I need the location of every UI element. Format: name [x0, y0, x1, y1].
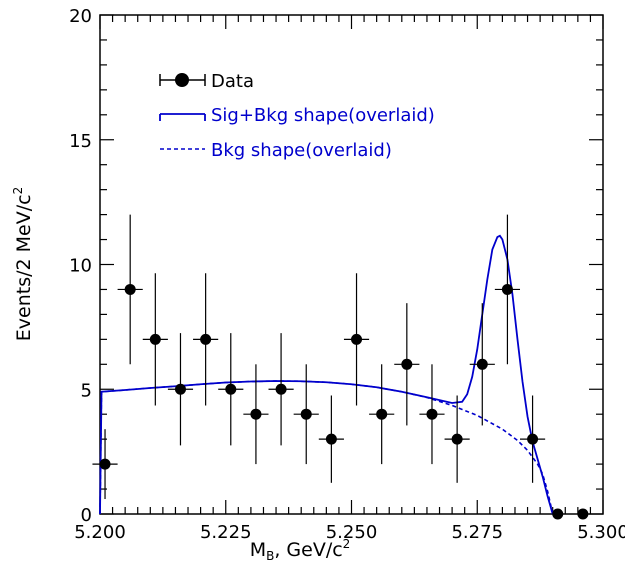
data-marker — [250, 408, 262, 420]
x-tick-label: 5.225 — [200, 522, 252, 543]
data-points — [92, 214, 589, 520]
y-tick-label: 15 — [69, 131, 92, 152]
y-axis-title: Events/2 MeV/c2 — [11, 187, 35, 341]
data-marker — [225, 383, 237, 395]
data-point — [520, 395, 546, 483]
y-tick-label: 5 — [81, 380, 92, 401]
y-tick-labels: 0 5 10 15 20 — [69, 6, 92, 526]
legend-sig-bkg-label: Sig+Bkg shape(overlaid) — [211, 105, 435, 126]
data-point — [92, 429, 118, 500]
plot-frame — [99, 14, 604, 515]
data-point — [494, 214, 521, 365]
data-point — [117, 214, 143, 365]
bkg-shape-curve — [99, 380, 554, 515]
data-marker — [451, 433, 463, 445]
sig-bkg-shape-curve — [99, 234, 554, 515]
data-point — [469, 303, 495, 426]
data-marker — [149, 333, 161, 345]
data-point — [343, 273, 370, 406]
data-marker — [351, 333, 363, 345]
data-marker — [501, 283, 513, 295]
data-marker — [577, 508, 589, 520]
y-tick-label: 10 — [69, 256, 92, 277]
data-point — [444, 395, 470, 483]
x-tick-label: 5.300 — [577, 522, 625, 543]
data-point — [394, 303, 420, 426]
legend-sig-bkg-marker — [159, 113, 206, 121]
data-point — [293, 364, 319, 465]
data-point — [552, 508, 564, 520]
data-point — [419, 364, 445, 465]
data-marker — [174, 383, 186, 395]
data-marker — [275, 383, 287, 395]
data-point — [318, 395, 344, 483]
data-point — [193, 273, 219, 406]
data-point — [243, 364, 269, 465]
x-tick-labels: 5.200 5.225 5.250 5.275 5.300 — [74, 522, 625, 543]
legend-bkg-label: Bkg shape(overlaid) — [211, 140, 392, 161]
legend: Data Sig+Bkg shape(overlaid) Bkg shape(o… — [159, 71, 435, 161]
data-point — [268, 333, 294, 446]
fit-curves — [99, 234, 554, 515]
x-axis-title: MB, GeV/c2 — [250, 537, 351, 563]
data-marker — [527, 433, 539, 445]
data-point — [369, 364, 395, 465]
data-marker — [124, 283, 136, 295]
data-point — [577, 508, 589, 520]
data-point — [142, 273, 168, 406]
data-marker — [325, 433, 337, 445]
y-tick-label: 20 — [69, 6, 92, 27]
x-tick-label: 5.275 — [451, 522, 503, 543]
data-marker — [401, 358, 413, 370]
data-point — [167, 333, 194, 446]
data-point — [218, 333, 244, 446]
x-tick-label: 5.250 — [326, 522, 378, 543]
x-tick-label: 5.200 — [74, 522, 126, 543]
data-marker — [376, 408, 388, 420]
data-marker — [426, 408, 438, 420]
data-marker — [476, 358, 488, 370]
data-marker — [552, 508, 564, 520]
data-marker — [200, 333, 212, 345]
data-marker — [300, 408, 312, 420]
y-tick-label: 0 — [81, 505, 92, 526]
legend-data-marker — [159, 73, 206, 87]
data-marker — [99, 458, 111, 470]
legend-data-label: Data — [211, 71, 254, 92]
